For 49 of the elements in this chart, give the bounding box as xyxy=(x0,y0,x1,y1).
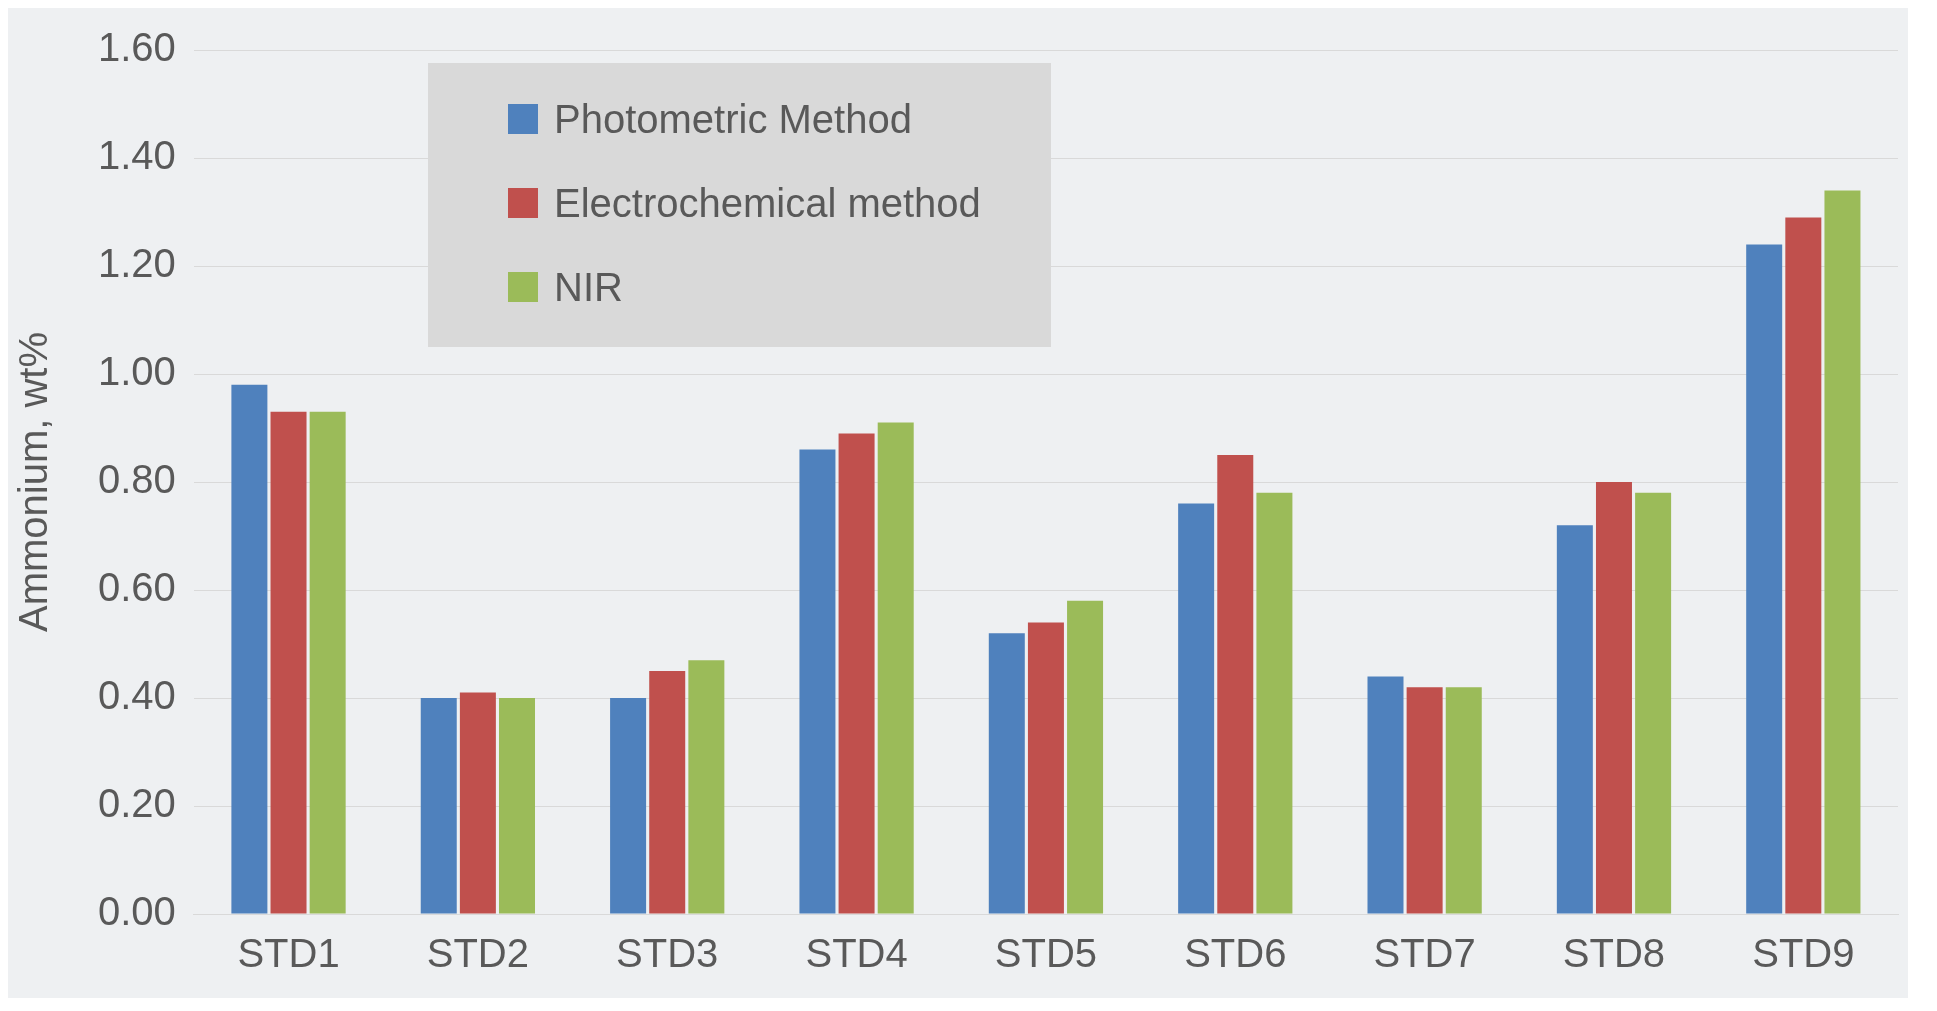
x-tick-label: STD4 xyxy=(805,931,908,976)
bar xyxy=(1595,482,1632,914)
bar xyxy=(420,698,457,914)
y-tick-label: 1.20 xyxy=(97,241,176,286)
bar xyxy=(1178,503,1215,914)
bar xyxy=(1256,492,1293,914)
y-tick-label: 0.60 xyxy=(97,565,176,610)
x-tick-label: STD5 xyxy=(994,931,1098,976)
x-tick-label: STD1 xyxy=(237,931,340,976)
bar xyxy=(1785,217,1822,914)
bar xyxy=(309,411,346,914)
bar xyxy=(988,633,1025,914)
bar xyxy=(1824,190,1861,914)
y-tick-label: 0.20 xyxy=(97,781,176,826)
y-tick-label: 1.40 xyxy=(97,133,176,178)
bar xyxy=(799,449,836,914)
bar xyxy=(270,411,307,914)
y-tick-label: 1.00 xyxy=(97,349,176,394)
bar xyxy=(1635,492,1672,914)
legend-label: Photometric Method xyxy=(554,96,912,142)
bar xyxy=(499,698,536,914)
x-tick-label: STD2 xyxy=(426,931,529,976)
y-tick-label: 0.40 xyxy=(97,673,176,718)
bar xyxy=(1556,525,1593,914)
y-tick-label: 0.80 xyxy=(97,457,176,502)
legend-label: NIR xyxy=(554,264,623,310)
bar xyxy=(1067,600,1104,914)
bar xyxy=(1746,244,1783,914)
bar xyxy=(1027,622,1064,914)
bar xyxy=(1445,687,1482,914)
y-tick-label: 0.00 xyxy=(97,889,176,934)
bar xyxy=(459,692,496,914)
x-tick-label: STD8 xyxy=(1562,931,1666,976)
legend-label: Electrochemical method xyxy=(554,180,981,226)
x-tick-label: STD9 xyxy=(1752,931,1855,976)
bar xyxy=(688,660,725,914)
bar xyxy=(1217,455,1254,914)
bar xyxy=(1367,676,1404,914)
y-tick-label: 1.60 xyxy=(97,25,176,70)
x-tick-label: STD7 xyxy=(1373,931,1476,976)
bar xyxy=(838,433,875,914)
bar xyxy=(877,422,914,914)
x-tick-label: STD6 xyxy=(1184,931,1287,976)
bar xyxy=(231,384,268,914)
bar xyxy=(649,671,686,914)
bar xyxy=(1406,687,1443,914)
y-axis-title: Ammonium, wt% xyxy=(11,331,56,633)
bar xyxy=(610,698,647,914)
x-tick-label: STD3 xyxy=(616,931,719,976)
